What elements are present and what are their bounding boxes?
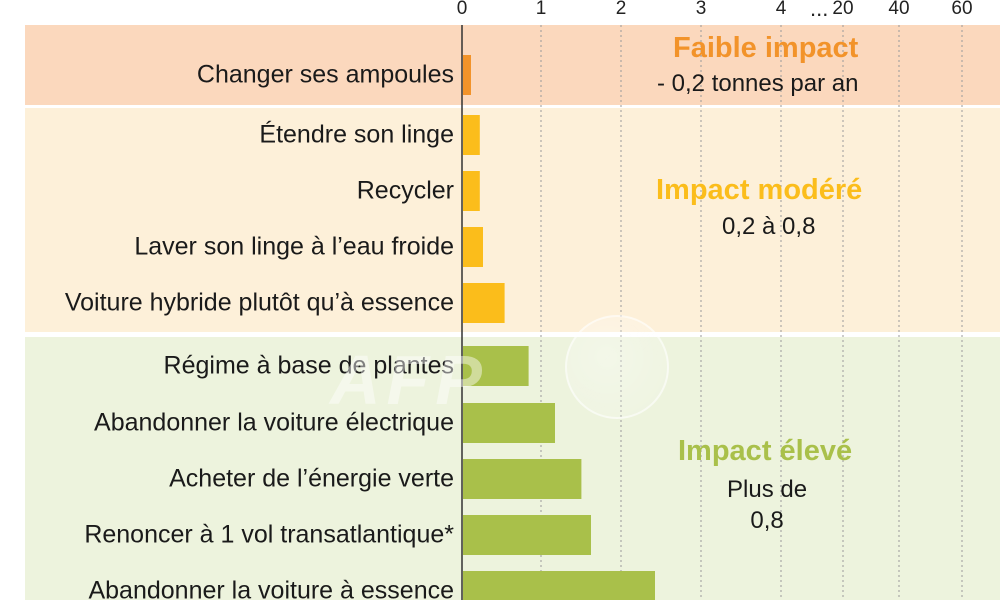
x-tick-label: 2 (615, 0, 627, 19)
category-label: Abandonner la voiture à essence (88, 576, 454, 605)
high-impact-title: Impact élevé (678, 435, 853, 467)
category-label: Changer ses ampoules (196, 60, 454, 89)
low-impact-subtitle: - 0,2 tonnes par an (657, 70, 859, 97)
category-label: Renoncer à 1 vol transatlantique* (84, 520, 454, 549)
moderate-impact-title: Impact modéré (656, 174, 863, 206)
x-tick-label: 1 (535, 0, 547, 19)
axis-break-marker: ... (810, 0, 829, 21)
moderate-impact-band (25, 108, 1000, 332)
category-label: Voiture hybride plutôt qu’à essence (64, 288, 454, 317)
high-impact-subtitle: Plus de 0,8 (727, 476, 808, 534)
moderate-impact-subtitle: 0,2 à 0,8 (722, 213, 816, 240)
x-tick-label: 3 (695, 0, 707, 19)
bar (463, 171, 480, 211)
category-label: Abandonner la voiture électrique (94, 408, 454, 437)
category-label: Acheter de l’énergie verte (169, 464, 454, 493)
category-label: Étendre son linge (259, 120, 454, 149)
x-tick-label: 60 (951, 0, 973, 19)
bar (463, 459, 582, 499)
afp-logo-ball (565, 315, 669, 419)
bar (463, 515, 591, 555)
bar (463, 571, 655, 600)
x-tick-label: 4 (775, 0, 787, 19)
category-label: Recycler (356, 176, 454, 205)
category-label: Régime à base de plantes (163, 351, 454, 380)
bar (463, 403, 555, 443)
x-tick-label: 20 (832, 0, 854, 19)
x-tick-label: 40 (888, 0, 910, 19)
afp-watermark: AFP (330, 341, 488, 419)
bar (463, 55, 471, 95)
low-impact-band (25, 25, 1000, 105)
x-tick-label: 0 (456, 0, 468, 19)
bar (463, 346, 529, 386)
bar (463, 227, 483, 267)
low-impact-title: Faible impact (673, 32, 859, 64)
bar (463, 115, 480, 155)
category-label: Laver son linge à l’eau froide (134, 232, 454, 261)
bar (463, 283, 505, 323)
